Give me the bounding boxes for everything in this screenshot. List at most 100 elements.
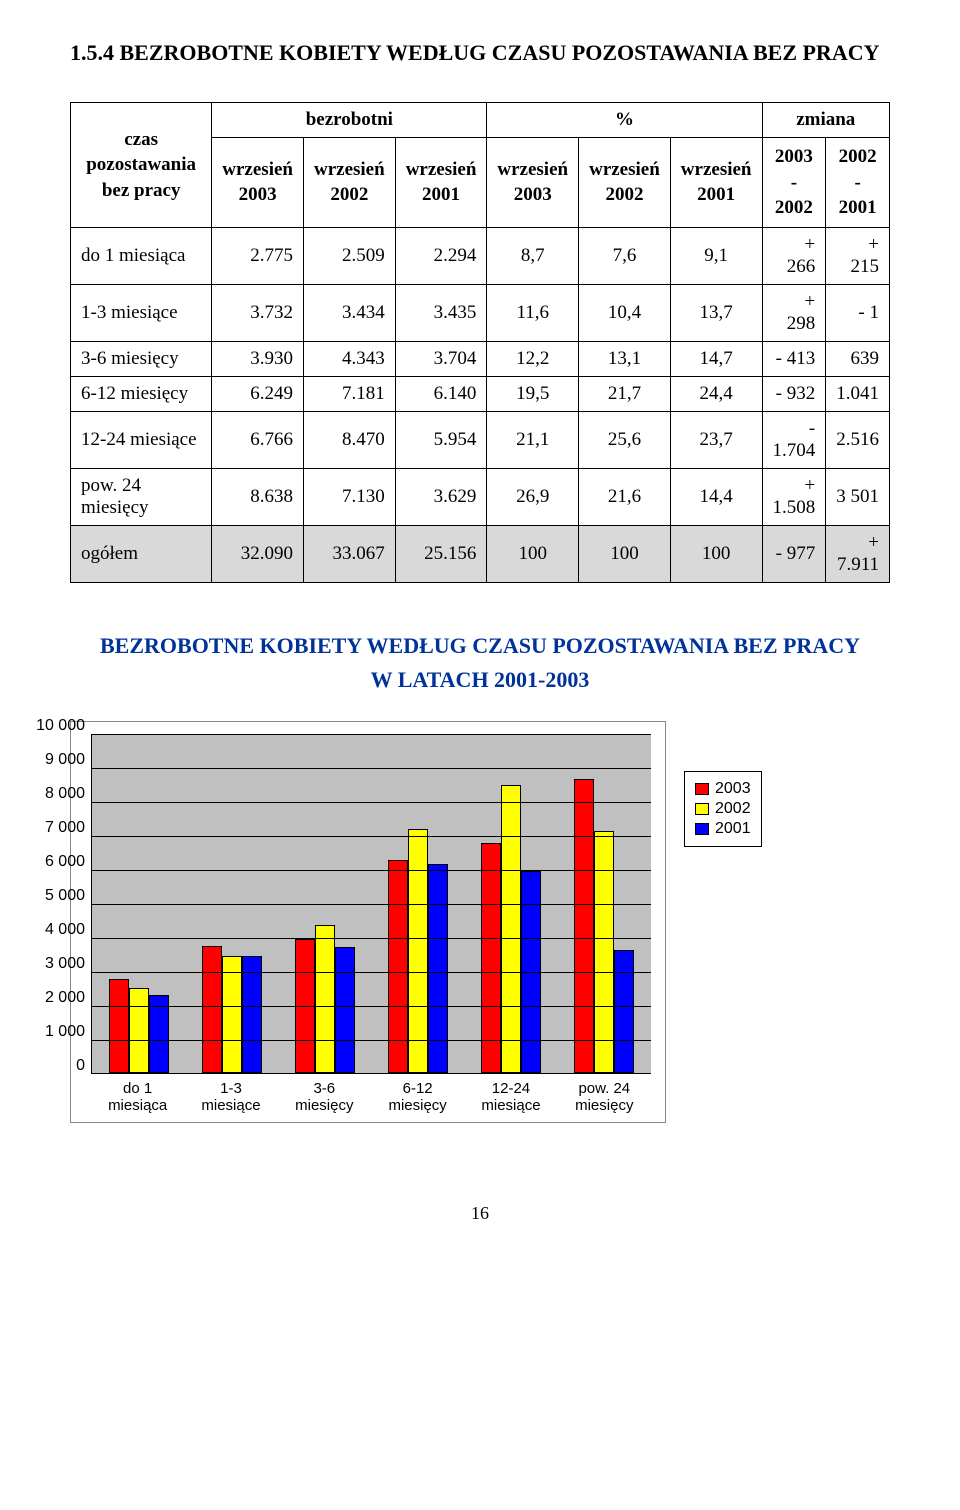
bar xyxy=(242,956,262,1073)
table-cell: 2.509 xyxy=(303,227,395,284)
data-table: czas pozostawania bez pracy bezrobotni %… xyxy=(70,102,890,583)
bar xyxy=(428,864,448,1073)
bar xyxy=(501,785,521,1073)
x-tick-label: 3-6 miesięcy xyxy=(282,1080,366,1115)
plot-area xyxy=(91,734,651,1074)
bar xyxy=(388,860,408,1072)
table-cell: 23,7 xyxy=(670,411,762,468)
legend-item: 2003 xyxy=(695,780,751,798)
col-header: 2002 - 2001 xyxy=(826,138,890,228)
x-axis-labels: do 1 miesiąca1-3 miesiące3-6 miesięcy6-1… xyxy=(91,1080,651,1115)
row-label: 6-12 miesięcy xyxy=(71,376,212,411)
page-number: 16 xyxy=(70,1203,890,1224)
table-cell: 4.343 xyxy=(303,341,395,376)
table-cell: 5.954 xyxy=(395,411,487,468)
table-cell: 3.435 xyxy=(395,284,487,341)
chart-legend: 2003 2002 2001 xyxy=(684,771,762,847)
table-cell: 2.516 xyxy=(826,411,890,468)
table-cell: 3.930 xyxy=(212,341,304,376)
table-cell: - 932 xyxy=(762,376,826,411)
table-cell: 7.181 xyxy=(303,376,395,411)
row-header: czas pozostawania bez pracy xyxy=(71,103,212,228)
footer-cell: - 977 xyxy=(762,525,826,582)
table-row: do 1 miesiąca2.7752.5092.2948,77,69,1+ 2… xyxy=(71,227,890,284)
table-row: 12-24 miesiące6.7668.4705.95421,125,623,… xyxy=(71,411,890,468)
group-header-zmiana: zmiana xyxy=(762,103,890,138)
bar-group xyxy=(388,829,448,1073)
table-cell: 10,4 xyxy=(579,284,671,341)
bar-chart: 10 0009 0008 0007 0006 0005 0004 0003 00… xyxy=(70,721,890,1124)
table-cell: 14,7 xyxy=(670,341,762,376)
bar xyxy=(335,947,355,1073)
table-cell: - 413 xyxy=(762,341,826,376)
table-cell: 7.130 xyxy=(303,468,395,525)
table-cell: 19,5 xyxy=(487,376,579,411)
bar xyxy=(129,988,149,1073)
table-cell: + 266 xyxy=(762,227,826,284)
x-tick-label: 12-24 miesiące xyxy=(469,1080,553,1115)
footer-cell: 100 xyxy=(579,525,671,582)
table-cell: 6.766 xyxy=(212,411,304,468)
col-header: wrzesień 2002 xyxy=(303,138,395,228)
table-cell: 7,6 xyxy=(579,227,671,284)
col-header: wrzesień 2001 xyxy=(395,138,487,228)
row-label: 3-6 miesięcy xyxy=(71,341,212,376)
table-cell: 21,1 xyxy=(487,411,579,468)
bar-group xyxy=(295,925,355,1073)
group-header-percent: % xyxy=(487,103,762,138)
x-tick-label: do 1 miesiąca xyxy=(96,1080,180,1115)
table-cell: 24,4 xyxy=(670,376,762,411)
table-cell: 3.434 xyxy=(303,284,395,341)
table-cell: + 215 xyxy=(826,227,890,284)
footer-cell: 33.067 xyxy=(303,525,395,582)
table-cell: 13,1 xyxy=(579,341,671,376)
table-row: 6-12 miesięcy6.2497.1816.14019,521,724,4… xyxy=(71,376,890,411)
bar xyxy=(109,979,129,1073)
col-header: wrzesień 2003 xyxy=(212,138,304,228)
table-cell: - 1.704 xyxy=(762,411,826,468)
table-cell: 1.041 xyxy=(826,376,890,411)
table-row: 1-3 miesiące3.7323.4343.43511,610,413,7+… xyxy=(71,284,890,341)
table-cell: 2.775 xyxy=(212,227,304,284)
bar xyxy=(614,950,634,1073)
footer-cell: 25.156 xyxy=(395,525,487,582)
bar-group xyxy=(574,779,634,1073)
table-cell: 6.249 xyxy=(212,376,304,411)
bar xyxy=(594,831,614,1073)
x-tick-label: pow. 24 miesięcy xyxy=(562,1080,646,1115)
chart-subtitle: W LATACH 2001-2003 xyxy=(70,667,890,693)
table-cell: - 1 xyxy=(826,284,890,341)
table-cell: 639 xyxy=(826,341,890,376)
legend-swatch xyxy=(695,803,709,815)
table-cell: 21,6 xyxy=(579,468,671,525)
col-header: wrzesień 2001 xyxy=(670,138,762,228)
row-label: do 1 miesiąca xyxy=(71,227,212,284)
bar xyxy=(202,946,222,1073)
table-cell: 26,9 xyxy=(487,468,579,525)
table-cell: 6.140 xyxy=(395,376,487,411)
legend-item: 2001 xyxy=(695,820,751,838)
footer-cell: 100 xyxy=(487,525,579,582)
legend-label: 2001 xyxy=(715,820,751,838)
legend-swatch xyxy=(695,823,709,835)
bar xyxy=(481,843,501,1073)
table-cell: 12,2 xyxy=(487,341,579,376)
group-header-bezrobotni: bezrobotni xyxy=(212,103,487,138)
bar-group xyxy=(109,979,169,1073)
x-tick-label: 6-12 miesięcy xyxy=(376,1080,460,1115)
table-cell: 14,4 xyxy=(670,468,762,525)
table-cell: 2.294 xyxy=(395,227,487,284)
table-cell: 9,1 xyxy=(670,227,762,284)
table-cell: 3 501 xyxy=(826,468,890,525)
footer-cell: 32.090 xyxy=(212,525,304,582)
col-header: 2003 - 2002 xyxy=(762,138,826,228)
section-title: 1.5.4 BEZROBOTNE KOBIETY WEDŁUG CZASU PO… xyxy=(70,40,890,66)
table-cell: 13,7 xyxy=(670,284,762,341)
table-row: 3-6 miesięcy3.9304.3433.70412,213,114,7-… xyxy=(71,341,890,376)
table-footer-row: ogółem 32.090 33.067 25.156 100 100 100 … xyxy=(71,525,890,582)
footer-label: ogółem xyxy=(71,525,212,582)
bar-group xyxy=(481,785,541,1073)
legend-label: 2002 xyxy=(715,800,751,818)
table-row: pow. 24 miesięcy8.6387.1303.62926,921,61… xyxy=(71,468,890,525)
table-cell: 3.732 xyxy=(212,284,304,341)
